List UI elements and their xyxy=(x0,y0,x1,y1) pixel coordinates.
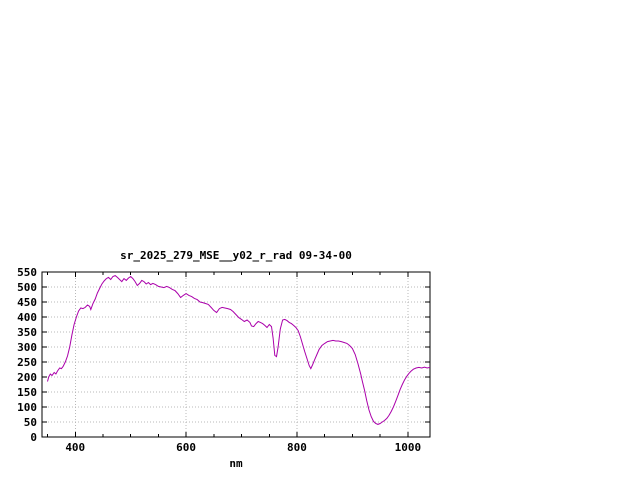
x-tick-label: 1000 xyxy=(395,441,422,454)
y-tick-label: 150 xyxy=(17,386,37,399)
x-axis-label: nm xyxy=(229,457,243,470)
chart-title: sr_2025_279_MSE__y02_r_rad 09-34-00 xyxy=(120,249,352,262)
x-tick-label: 600 xyxy=(176,441,196,454)
y-tick-label: 350 xyxy=(17,326,37,339)
y-tick-label: 250 xyxy=(17,356,37,369)
plot-border xyxy=(41,271,431,438)
y-tick-label: 100 xyxy=(17,401,37,414)
y-tick-label: 300 xyxy=(17,341,37,354)
y-tick-label: 0 xyxy=(30,431,37,444)
data-line xyxy=(47,275,431,425)
y-tick-label: 450 xyxy=(17,296,37,309)
x-tick-label: 400 xyxy=(65,441,85,454)
y-tick-label: 50 xyxy=(24,416,37,429)
y-tick-label: 500 xyxy=(17,281,37,294)
y-tick-label: 400 xyxy=(17,311,37,324)
x-tick-label: 800 xyxy=(287,441,307,454)
y-tick-label: 200 xyxy=(17,371,37,384)
y-tick-label: 550 xyxy=(17,266,37,279)
